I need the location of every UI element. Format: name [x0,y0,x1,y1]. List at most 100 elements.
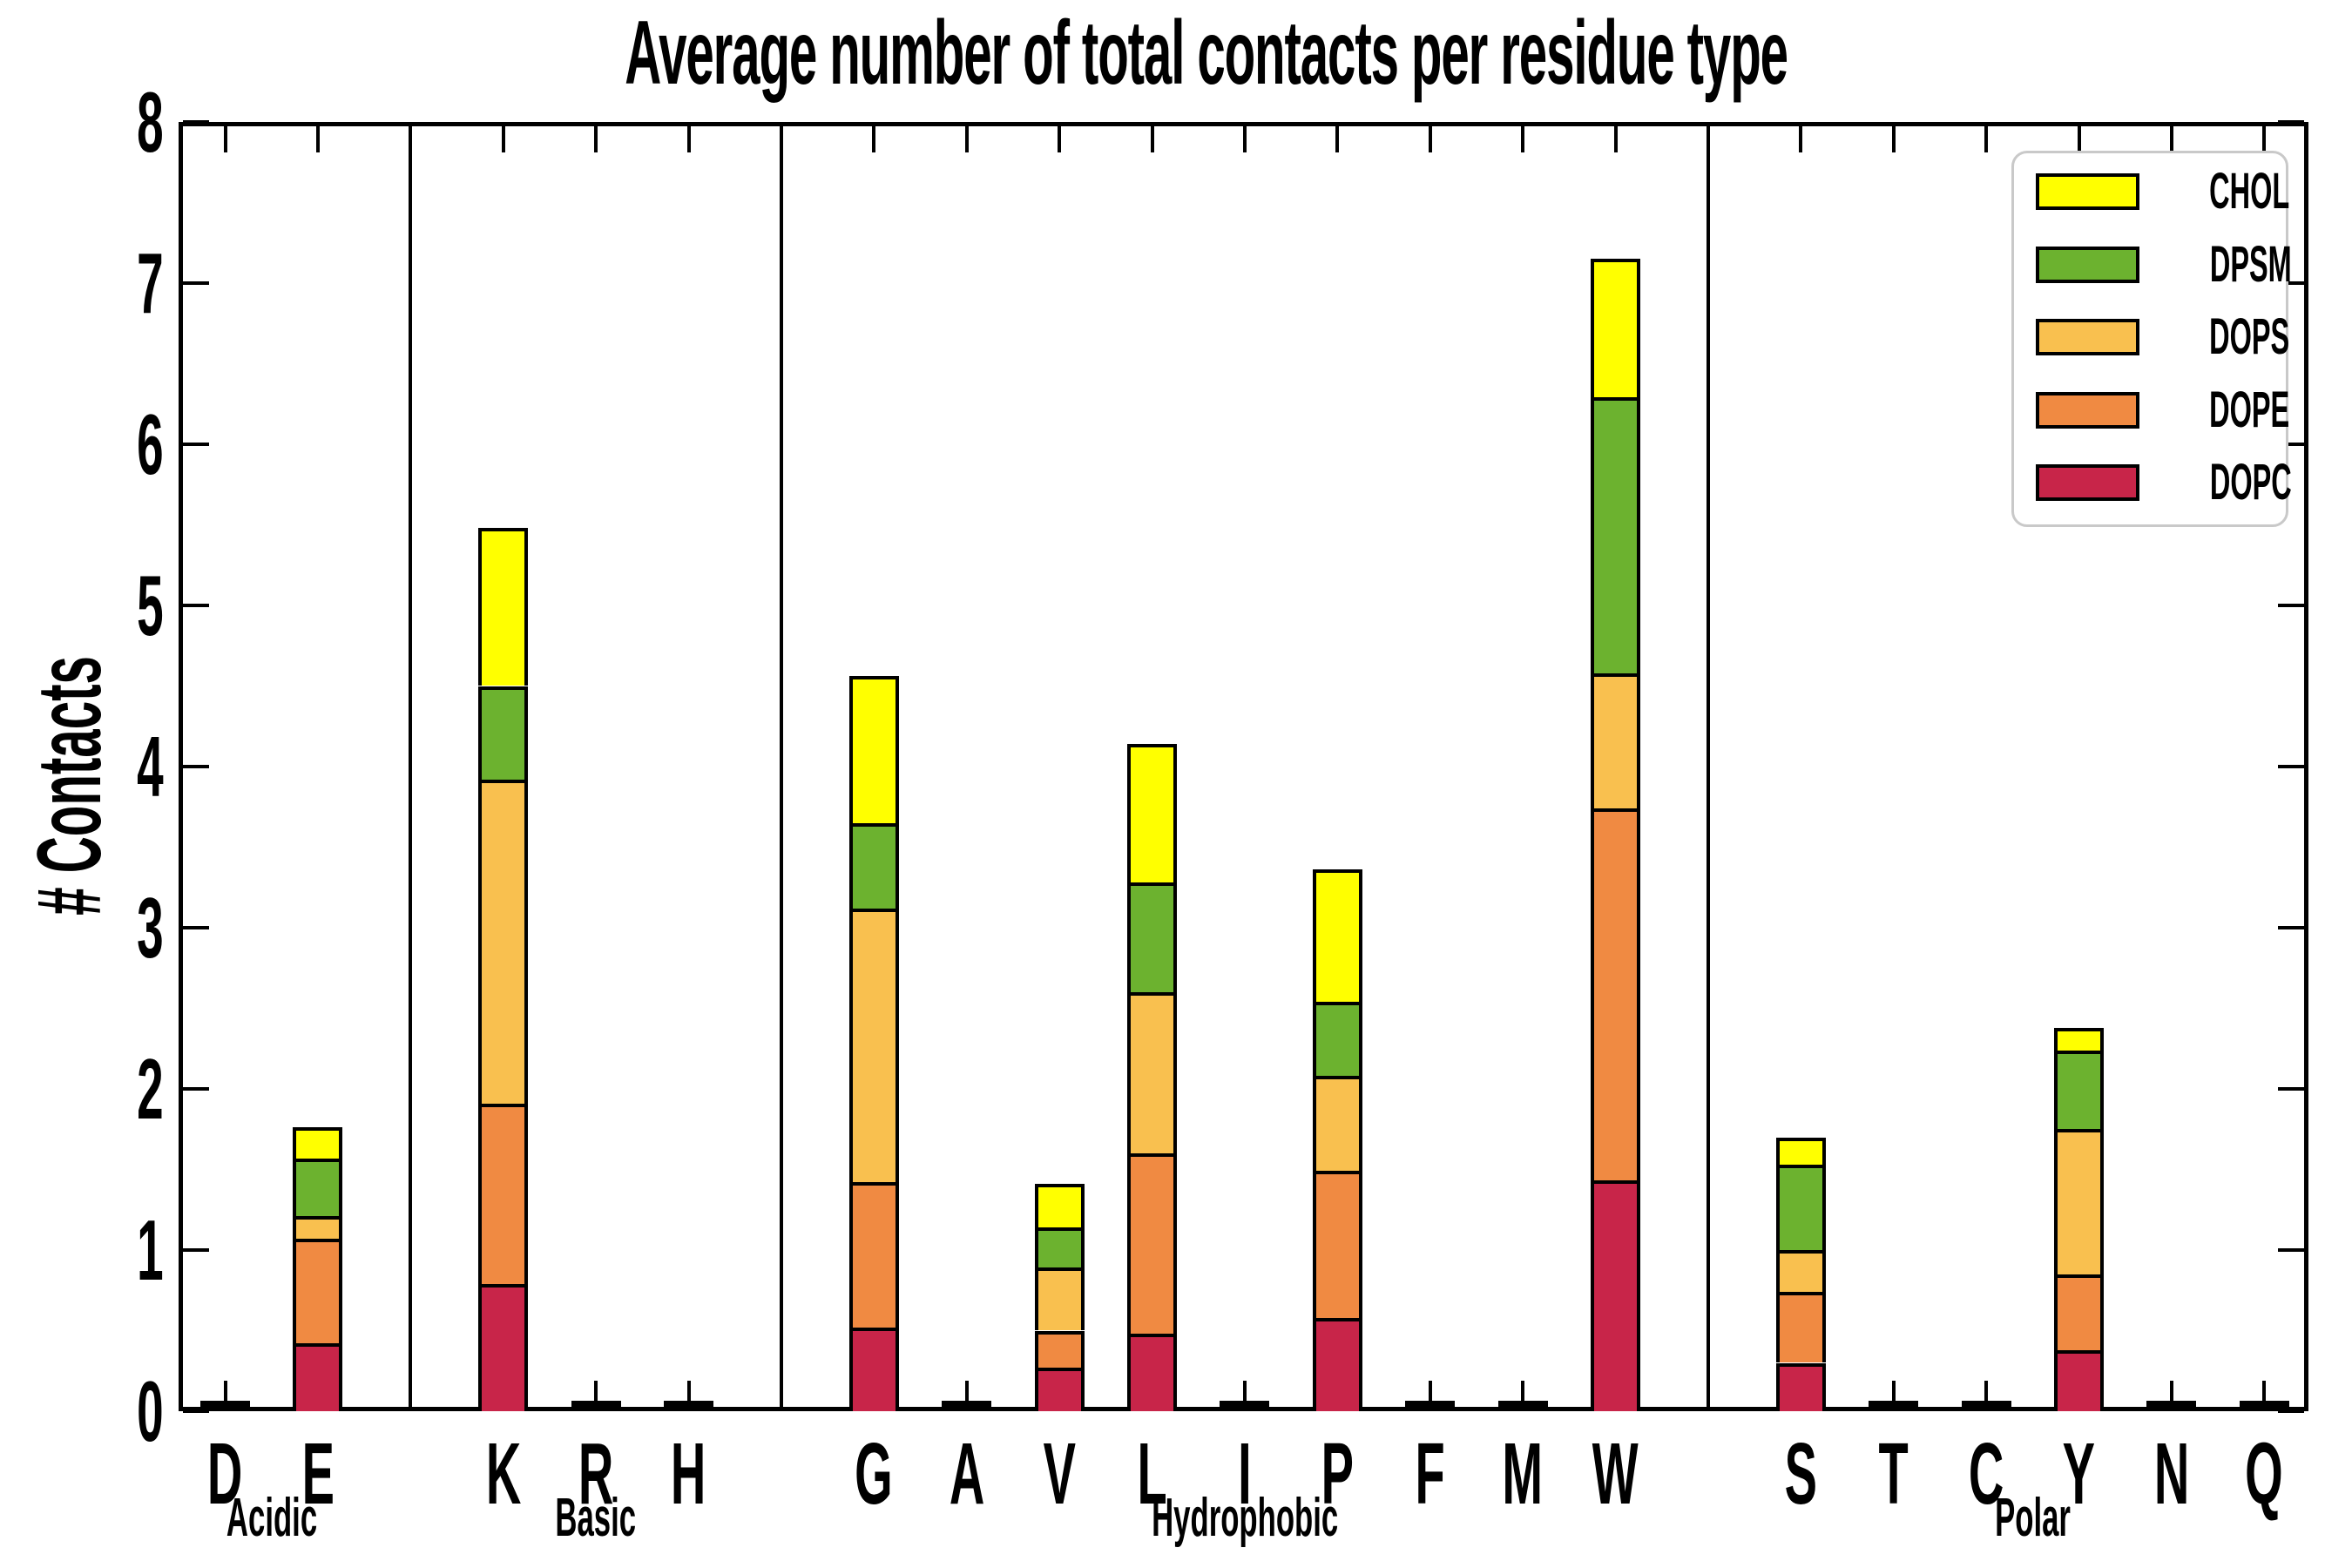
x-tick-bottom [2169,1381,2173,1407]
x-tick-label-D: D [152,1430,300,1517]
bar-V-segment-DOPE [1034,1330,1085,1369]
y-tick-left [183,1087,209,1091]
bar-A [942,1401,992,1409]
legend-swatch-dopc [2036,464,2139,501]
bar-G-segment-DOPE [848,1182,899,1328]
legend-swatch-chol [2036,173,2139,210]
bar-F [1405,1401,1456,1409]
bar-K-segment-DOPS [478,779,529,1104]
x-tick-top [594,126,598,152]
bar-W-segment-CHOL [1591,259,1640,398]
x-tick-top [2077,126,2081,152]
x-tick-label-Q: Q [2190,1430,2338,1517]
bar-W-segment-DOPC [1591,1180,1640,1411]
x-tick-label-text: A [949,1425,984,1523]
x-tick-label-text: N [2153,1425,2190,1523]
x-tick-label-N: N [2098,1430,2246,1517]
legend: CHOL DPSM DOPS DOPE DOPC [2011,151,2292,527]
group-divider [779,126,783,1407]
x-tick-label-H: H [615,1430,763,1517]
x-tick-label-E: E [244,1430,392,1517]
group-label-text: Polar [1994,1488,2071,1548]
x-tick-label-text: Q [2245,1425,2284,1523]
x-tick-top [1335,126,1340,152]
y-tick-right [2278,120,2304,124]
x-tick-label-text: C [1968,1425,2004,1523]
bar-L-segment-CHOL [1127,744,1177,883]
x-tick-bottom [1242,1381,1247,1407]
y-tick-right [2278,604,2304,607]
y-tick-left [183,1248,209,1252]
x-tick-label-L: L [1078,1430,1227,1517]
bar-K-segment-DOPE [478,1103,529,1284]
bar-Q [2239,1401,2289,1409]
x-tick-top [2262,126,2267,152]
y-tick-right [2278,1409,2304,1413]
x-tick-label-text: M [1502,1425,1544,1523]
x-tick-label-V: V [985,1430,1133,1517]
y-tick-label: 1 [0,1207,165,1293]
x-tick-label-text: D [207,1425,243,1523]
bar-D [200,1401,250,1409]
x-tick-label-text: F [1415,1425,1445,1523]
y-tick-label: 4 [0,724,165,809]
bar-I [1220,1401,1270,1409]
bar-S-segment-DOPS [1775,1250,1826,1293]
x-tick-top [686,126,691,152]
bar-G-segment-DPSM [848,822,899,909]
x-tick-bottom [1521,1381,1525,1407]
x-tick-label-text: S [1784,1425,1817,1523]
bar-W-segment-DOPS [1591,672,1640,809]
x-tick-label-text: R [578,1425,614,1523]
bar-E-segment-CHOL [293,1127,343,1159]
bar-P-segment-DPSM [1312,1002,1362,1077]
x-tick-top [1799,126,1803,152]
y-tick-left [183,443,209,446]
group-divider [1706,126,1710,1407]
bar-P-segment-DOPE [1312,1171,1362,1318]
y-tick-left [183,120,209,124]
bar-V-segment-DPSM [1034,1227,1085,1268]
x-tick-label-F: F [1356,1430,1504,1517]
x-tick-label-text: I [1238,1425,1252,1523]
legend-label-text: DOPE [2209,381,2290,438]
x-tick-top [1984,126,1989,152]
bar-V-segment-DOPC [1034,1368,1085,1411]
y-tick-right [2278,926,2304,929]
group-label-hydrophobic: Hydrophobic [1027,1491,1463,1545]
x-tick-label-S: S [1727,1430,1875,1517]
x-tick-label-text: Y [2062,1425,2096,1523]
bar-S-segment-CHOL [1775,1137,1826,1165]
y-tick-left [183,604,209,607]
bar-R [571,1401,621,1409]
y-tick-left [183,1409,209,1413]
y-tick-label-text: 8 [137,74,165,170]
legend-label-text: CHOL [2209,163,2290,220]
x-tick-bottom [686,1381,691,1407]
x-tick-label-text: T [1878,1425,1909,1523]
bar-Y-segment-DOPS [2054,1129,2104,1274]
bar-V-segment-CHOL [1034,1184,1085,1228]
group-label-basic: Basic [378,1491,814,1545]
x-tick-label-text: H [671,1425,706,1523]
y-tick-label-text: 6 [137,396,165,492]
x-tick-label-T: T [1820,1430,1968,1517]
x-tick-label-A: A [893,1430,1041,1517]
x-tick-bottom [1891,1381,1896,1407]
legend-label-text: DOPC [2209,454,2292,510]
x-tick-label-text: L [1137,1425,1167,1523]
bar-K-segment-CHOL [478,528,529,686]
bar-P-segment-DOPS [1312,1076,1362,1172]
bar-V-segment-DOPS [1034,1267,1085,1331]
x-tick-label-text: V [1043,1425,1076,1523]
y-tick-label: 5 [0,563,165,648]
bar-E-segment-DOPE [293,1239,343,1344]
x-tick-top [1891,126,1896,152]
bar-E-segment-DOPS [293,1216,343,1240]
plot-area [179,122,2308,1411]
bar-Y-segment-DOPE [2054,1274,2104,1350]
bar-L-segment-DOPC [1127,1334,1177,1411]
y-tick-right [2278,765,2304,768]
bar-G-segment-DOPC [848,1327,899,1411]
y-tick-label-text: 0 [137,1363,165,1459]
